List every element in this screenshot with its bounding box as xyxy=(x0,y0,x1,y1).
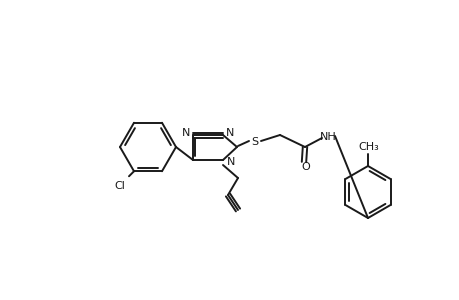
Text: N: N xyxy=(181,128,190,138)
Text: O: O xyxy=(301,162,310,172)
Text: CH₃: CH₃ xyxy=(358,142,379,152)
Text: Cl: Cl xyxy=(114,181,125,191)
Text: N: N xyxy=(226,157,235,167)
Text: S: S xyxy=(251,137,258,147)
Text: NH: NH xyxy=(319,132,336,142)
Text: N: N xyxy=(225,128,234,138)
